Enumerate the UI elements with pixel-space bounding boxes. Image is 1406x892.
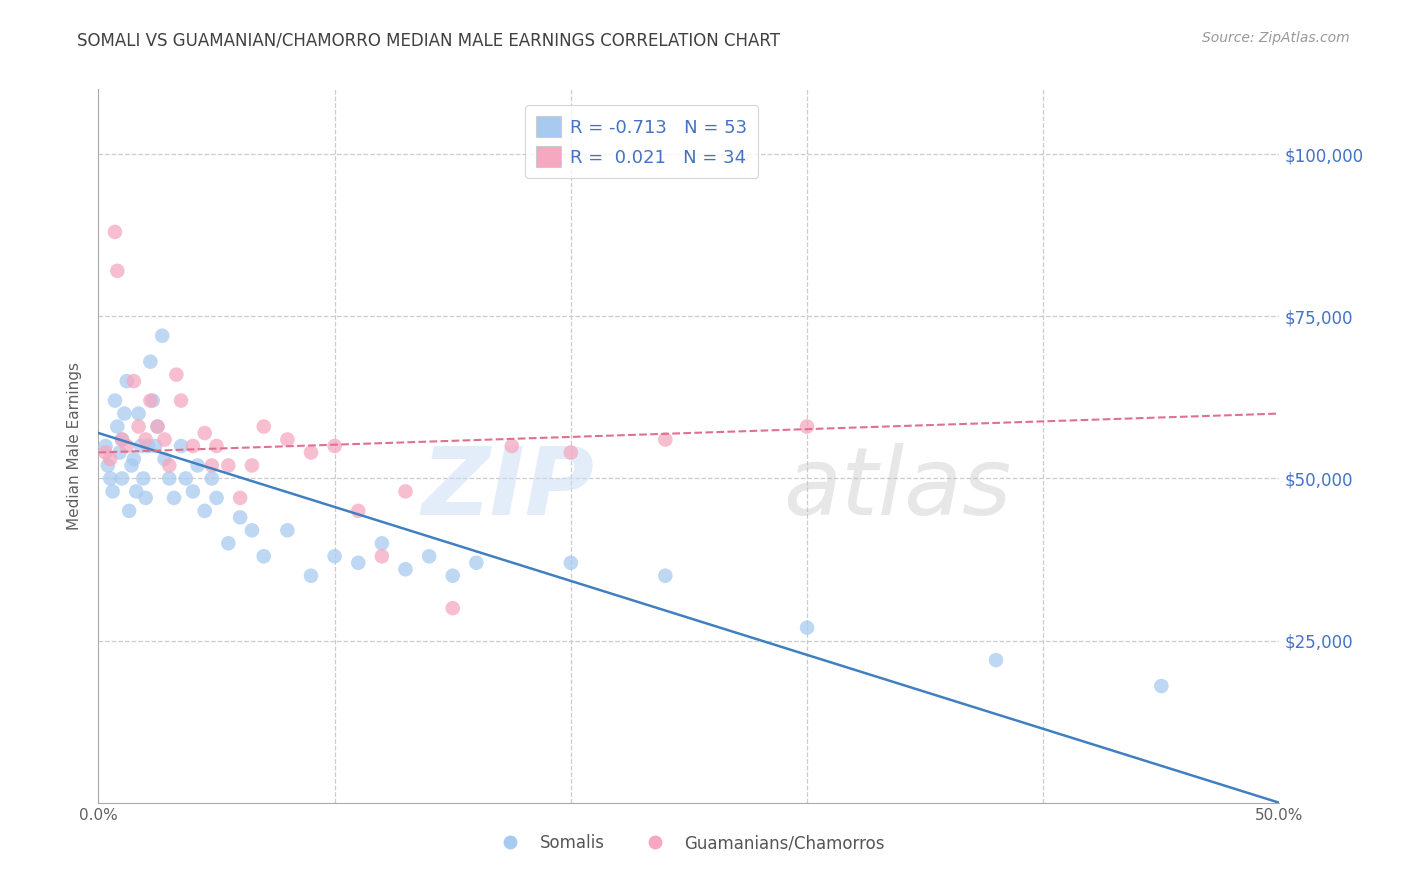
Point [560,445,582,459]
Point [181,484,204,499]
Point [128,407,150,421]
Point [501,439,523,453]
Point [97,458,120,473]
Point [394,562,416,576]
Point [139,354,162,368]
Point [157,471,180,485]
Point [94,445,117,459]
Point [98,471,121,485]
Point [118,504,141,518]
Point [170,439,193,453]
Text: atlas: atlas [783,443,1012,534]
Point [465,556,488,570]
Point [371,536,394,550]
Point [984,653,1007,667]
Point [115,374,138,388]
Point [111,433,134,447]
Point [371,549,394,564]
Point [153,452,176,467]
Point [115,439,138,453]
Text: SOMALI VS GUAMANIAN/CHAMORRO MEDIAN MALE EARNINGS CORRELATION CHART: SOMALI VS GUAMANIAN/CHAMORRO MEDIAN MALE… [77,31,780,49]
Point [135,491,157,505]
Point [194,504,217,518]
Point [181,439,204,453]
Point [105,264,128,278]
Point [111,433,134,447]
Point [122,374,145,388]
Point [163,491,186,505]
Point [128,419,150,434]
Point [654,433,676,447]
Point [170,393,193,408]
Point [253,549,276,564]
Point [347,556,370,570]
Point [560,556,582,570]
Point [654,568,676,582]
Point [139,393,162,408]
Point [253,419,276,434]
Point [98,452,121,467]
Point [217,536,239,550]
Point [187,458,209,473]
Point [418,549,440,564]
Point [323,549,346,564]
Point [101,484,124,499]
Point [299,445,322,459]
Point [136,439,159,453]
Point [125,484,148,499]
Point [104,393,127,408]
Point [205,439,228,453]
Point [347,504,370,518]
Point [201,471,224,485]
Point [323,439,346,453]
Point [299,568,322,582]
Point [194,425,217,440]
Point [240,458,263,473]
Point [129,439,152,453]
Y-axis label: Median Male Earnings: Median Male Earnings [67,362,83,530]
Point [122,452,145,467]
Point [165,368,187,382]
Point [157,458,180,473]
Point [441,568,464,582]
Point [276,524,298,538]
Text: Source: ZipAtlas.com: Source: ZipAtlas.com [1202,31,1350,45]
Point [108,445,131,459]
Point [135,433,157,447]
Point [153,433,176,447]
Point [796,419,818,434]
Point [276,433,298,447]
Point [121,458,143,473]
Point [174,471,197,485]
Point [143,439,166,453]
Point [394,484,416,499]
Point [94,439,117,453]
Point [104,225,127,239]
Point [201,458,224,473]
Point [796,621,818,635]
Point [150,328,173,343]
Point [142,393,165,408]
Point [146,419,169,434]
Point [205,491,228,505]
Point [441,601,464,615]
Text: ZIP: ZIP [422,442,595,535]
Legend: Somalis, Guamanians/Chamorros: Somalis, Guamanians/Chamorros [486,828,891,859]
Point [1150,679,1173,693]
Point [229,491,252,505]
Point [229,510,252,524]
Point [112,407,135,421]
Point [132,471,155,485]
Point [146,419,169,434]
Point [105,419,128,434]
Point [111,471,134,485]
Point [240,524,263,538]
Point [217,458,239,473]
